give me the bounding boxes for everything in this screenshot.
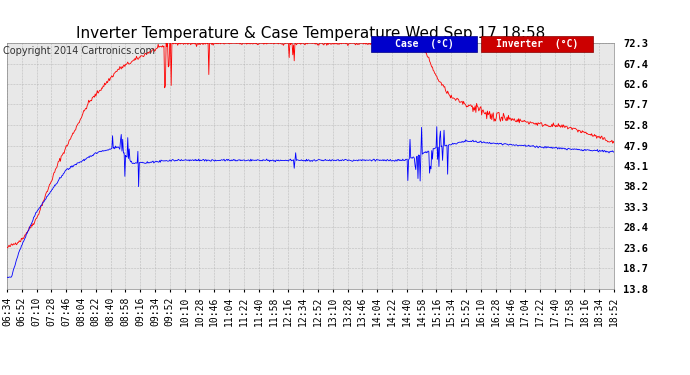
FancyBboxPatch shape [480,36,593,52]
Text: Inverter  (°C): Inverter (°C) [495,39,578,49]
Text: Copyright 2014 Cartronics.com: Copyright 2014 Cartronics.com [3,46,155,56]
FancyBboxPatch shape [371,36,477,52]
Title: Inverter Temperature & Case Temperature Wed Sep 17 18:58: Inverter Temperature & Case Temperature … [76,26,545,40]
Text: Case  (°C): Case (°C) [395,39,454,49]
